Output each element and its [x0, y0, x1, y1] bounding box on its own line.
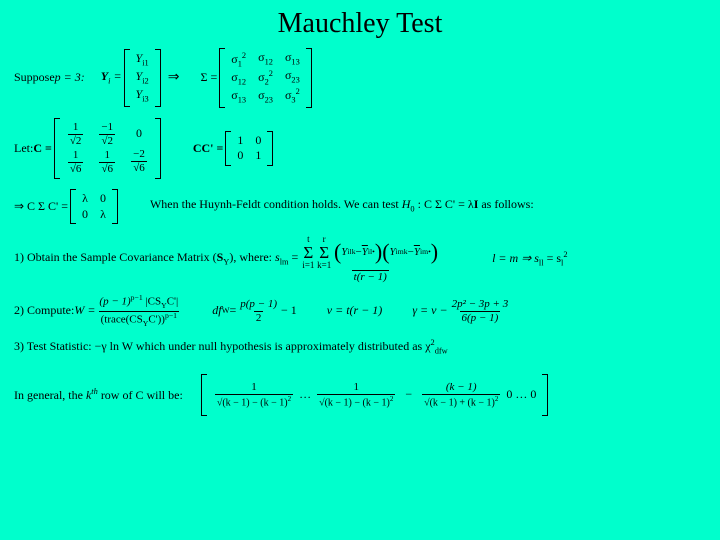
text: Let: — [14, 142, 33, 156]
matrix-Yi: Yi1 Yi2 Yi3 — [124, 49, 161, 107]
text: In general, the kth row of C will be: — [14, 387, 183, 403]
step-3: 3) Test Statistic: −γ ln W which under n… — [14, 338, 706, 356]
slide-content: Suppose p = 3: Yi = Yi1 Yi2 Yi3 ⇒ Σ = σ1… — [0, 40, 720, 416]
step-1: 1) Obtain the Sample Covariance Matrix (… — [14, 234, 706, 284]
arrow-icon: ⇒ — [168, 70, 180, 86]
fraction-slm: tΣi=1 rΣk=1 (Yilk − Yil•)(Yimk − Yim•) t… — [300, 234, 440, 284]
matrix-lambda: λ0 0λ — [70, 189, 118, 225]
matrix-C: 1√2 1√6 −1√2 1√6 0 −2√6 — [54, 118, 161, 179]
text: ⇒ C Σ C' = — [14, 200, 68, 214]
text: 3) Test Statistic: −γ ln W which under n… — [14, 338, 448, 356]
text: When the Huynh-Feldt condition holds. We… — [150, 198, 534, 214]
matrix-identity: 10 01 — [225, 131, 273, 167]
text: p = 3: — [55, 71, 85, 85]
step-2: 2) Compute: W = (p − 1)p−1 |CSYC'| (trac… — [14, 294, 706, 328]
text: l = m ⇒ sll = sl2 — [492, 250, 567, 268]
line-general: In general, the kth row of C will be: 1√… — [14, 374, 706, 415]
line-let-c: Let: C = 1√2 1√6 −1√2 1√6 0 −2√6 CC' = 1… — [14, 118, 706, 179]
line-suppose: Suppose p = 3: Yi = Yi1 Yi2 Yi3 ⇒ Σ = σ1… — [14, 48, 706, 108]
matrix-sigma: σ12 σ12 σ13 σ12 σ22 σ23 σ13 σ23 σ32 — [219, 48, 312, 108]
text: Suppose — [14, 71, 55, 85]
text: 1) Obtain the Sample Covariance Matrix (… — [14, 251, 298, 267]
text: 2) Compute: — [14, 304, 74, 318]
text: Yi = — [101, 70, 122, 86]
row-vector: 1√(k − 1) − (k − 1)2 … 1√(k − 1) − (k − … — [201, 374, 549, 415]
page-title: Mauchley Test — [0, 0, 720, 40]
line-csc: ⇒ C Σ C' = λ0 0λ When the Huynh-Feldt co… — [14, 189, 706, 225]
fraction-W: (p − 1)p−1 |CSYC'| (trace(CSYC'))p−1 — [97, 294, 180, 328]
text: Σ = — [200, 71, 217, 85]
